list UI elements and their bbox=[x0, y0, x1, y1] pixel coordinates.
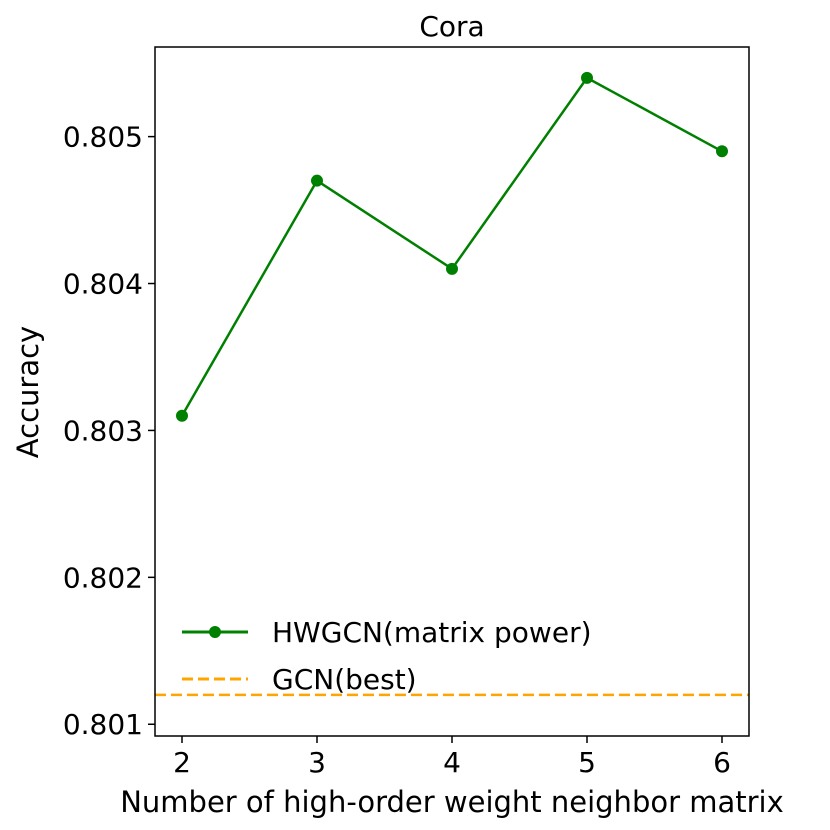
x-tick-label: 5 bbox=[578, 746, 596, 779]
y-tick-label: 0.801 bbox=[63, 708, 143, 741]
legend: HWGCN(matrix power) GCN(best) bbox=[182, 616, 592, 696]
y-tick-label: 0.804 bbox=[63, 268, 143, 301]
plot-area bbox=[155, 71, 749, 697]
y-tick-label: 0.802 bbox=[63, 561, 143, 594]
hwgcn-point bbox=[176, 409, 188, 422]
legend-marker-hwgcn bbox=[209, 626, 221, 638]
x-tick-label: 3 bbox=[308, 746, 326, 779]
legend-label-hwgcn: HWGCN(matrix power) bbox=[272, 616, 592, 649]
y-tick-label: 0.805 bbox=[63, 121, 143, 154]
y-axis: 0.801 0.802 0.803 0.804 0.805 bbox=[63, 121, 155, 741]
hwgcn-point bbox=[311, 174, 323, 187]
x-axis: 2 3 4 5 6 bbox=[173, 736, 731, 779]
y-tick-label: 0.803 bbox=[63, 414, 143, 447]
series-hwgcn-matrix-power bbox=[176, 71, 728, 422]
x-tick-label: 4 bbox=[443, 746, 461, 779]
hwgcn-point bbox=[581, 71, 593, 84]
hwgcn-point bbox=[446, 262, 458, 275]
legend-label-gcn: GCN(best) bbox=[272, 663, 417, 696]
hwgcn-point bbox=[716, 145, 728, 158]
chart-title: Cora bbox=[419, 10, 484, 43]
y-axis-label: Accuracy bbox=[11, 326, 45, 458]
x-tick-label: 2 bbox=[173, 746, 191, 779]
x-axis-label: Number of high-order weight neighbor mat… bbox=[120, 785, 784, 819]
x-tick-label: 6 bbox=[713, 746, 731, 779]
